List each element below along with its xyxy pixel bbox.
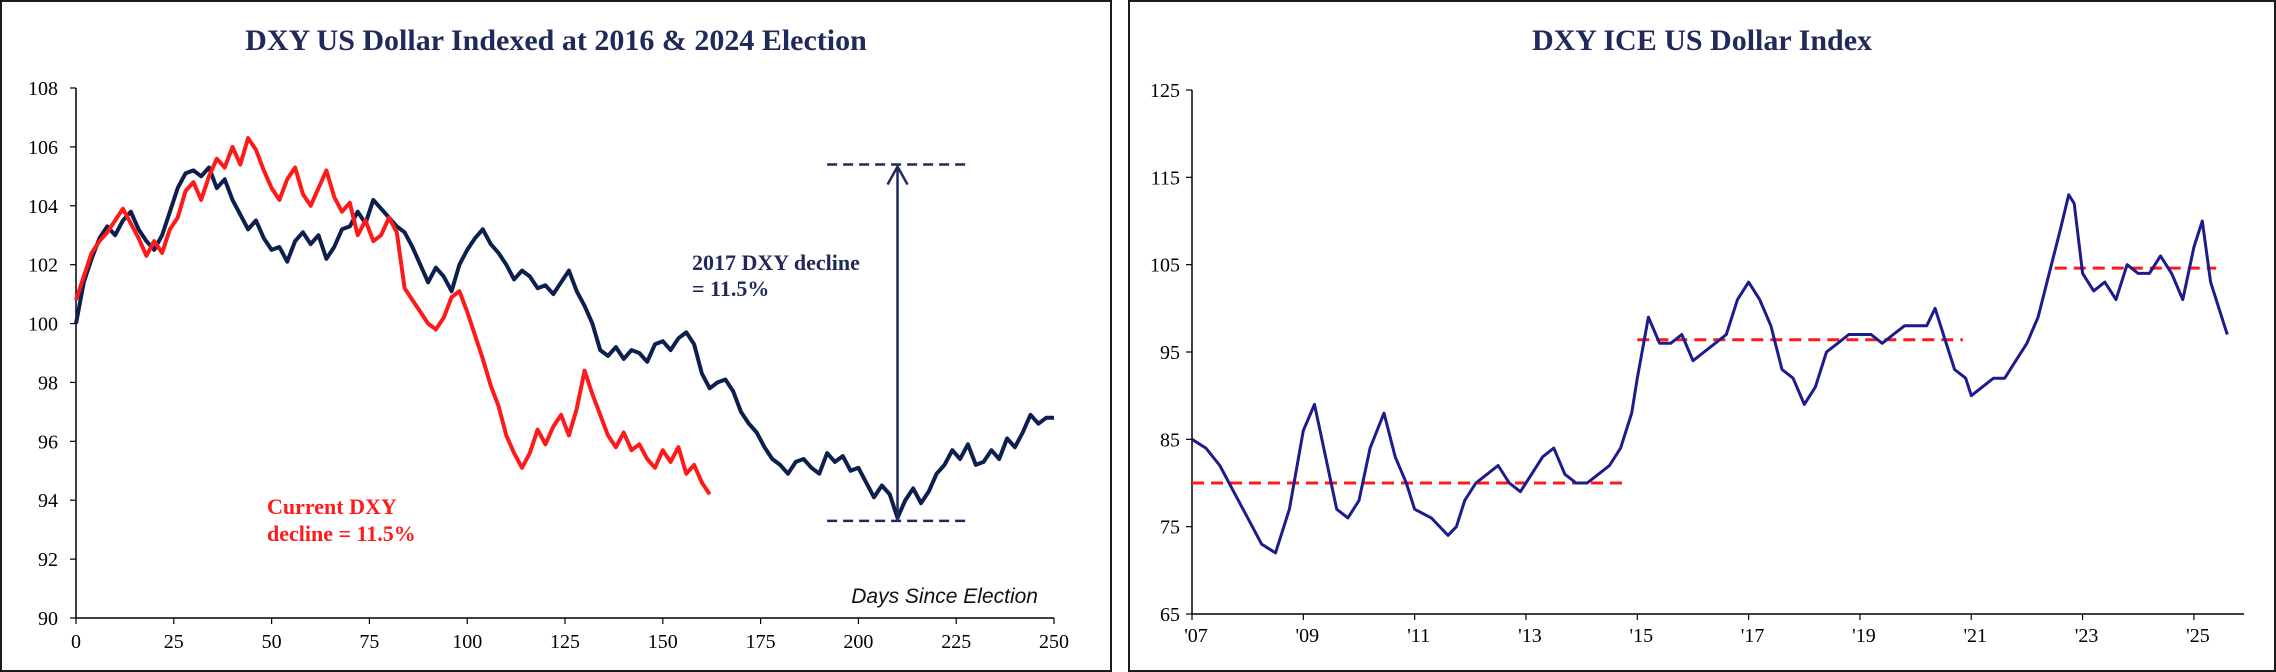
chart-panel-right: DXY ICE US Dollar Index 65 75 85 95 105 115 12… [1128, 0, 2276, 672]
y-tick-label: 104 [28, 196, 58, 218]
x-tick-label: '19 [1852, 625, 1876, 647]
x-tick-label: 125 [550, 631, 580, 653]
y-tick-label: 125 [1150, 80, 1180, 102]
x-tick-label: '11 [1407, 625, 1430, 647]
series-line-2024 [74, 136, 712, 496]
x-tick-label: '21 [1963, 625, 1987, 647]
decline-arrow-head [886, 163, 909, 186]
x-tick-label: '23 [2075, 625, 2099, 647]
y-tick-label: 98 [38, 372, 58, 394]
y-tick-label: 105 [1150, 255, 1180, 277]
y-tick-label: 95 [1160, 342, 1180, 364]
x-tick-label: '09 [1296, 625, 1320, 647]
x-tick-label: '25 [2186, 625, 2210, 647]
y-tick-label: 75 [1160, 517, 1180, 539]
y-tick-label: 108 [28, 78, 58, 100]
x-tick-label: '15 [1629, 625, 1653, 647]
y-tick-label: 90 [38, 608, 58, 630]
x-tick-label: 75 [359, 631, 379, 653]
y-tick-label: 65 [1160, 604, 1180, 626]
y-tick-label: 85 [1160, 429, 1180, 451]
x-tick-label: 100 [452, 631, 482, 653]
y-tick-label: 115 [1151, 167, 1180, 189]
annotation-2017-line1: 2017 DXY decline [692, 250, 860, 275]
x-tick-label: 150 [648, 631, 678, 653]
annotation-2017-line2: = 11.5% [692, 276, 769, 301]
series-line-dxy [1191, 193, 2229, 555]
x-tick-label: '07 [1184, 625, 1208, 647]
y-tick-label: 94 [38, 490, 58, 512]
chart-right: DXY ICE US Dollar Index 65 75 85 95 105 115 12… [1150, 24, 2244, 647]
annotation-current-line1: Current DXY [267, 494, 397, 519]
x-tick-label: '13 [1518, 625, 1542, 647]
y-tick-label: 100 [28, 314, 58, 336]
x-tick-label: 250 [1039, 631, 1069, 653]
chart-left: DXY US Dollar Indexed at 2016 & 2024 Ele… [28, 24, 1069, 653]
x-axis-label: Days Since Election [851, 585, 1038, 608]
annotation-current-line2: decline = 11.5% [267, 521, 416, 546]
x-tick-label: 50 [262, 631, 282, 653]
chart-panel-left: DXY US Dollar Indexed at 2016 & 2024 Ele… [0, 0, 1112, 672]
x-tick-label: 175 [746, 631, 776, 653]
y-tick-label: 92 [38, 549, 58, 571]
series-line-2016 [74, 165, 1054, 520]
x-tick-label: 225 [941, 631, 971, 653]
chart-title: DXY ICE US Dollar Index [1532, 24, 1872, 57]
x-tick-label: 200 [843, 631, 873, 653]
x-tick-label: 25 [164, 631, 184, 653]
y-tick-label: 106 [28, 137, 58, 159]
y-tick-label: 96 [38, 431, 58, 453]
chart-title: DXY US Dollar Indexed at 2016 & 2024 Ele… [245, 24, 867, 57]
x-tick-label: '17 [1741, 625, 1765, 647]
y-tick-label: 102 [28, 255, 58, 277]
x-tick-label: 0 [71, 631, 81, 653]
